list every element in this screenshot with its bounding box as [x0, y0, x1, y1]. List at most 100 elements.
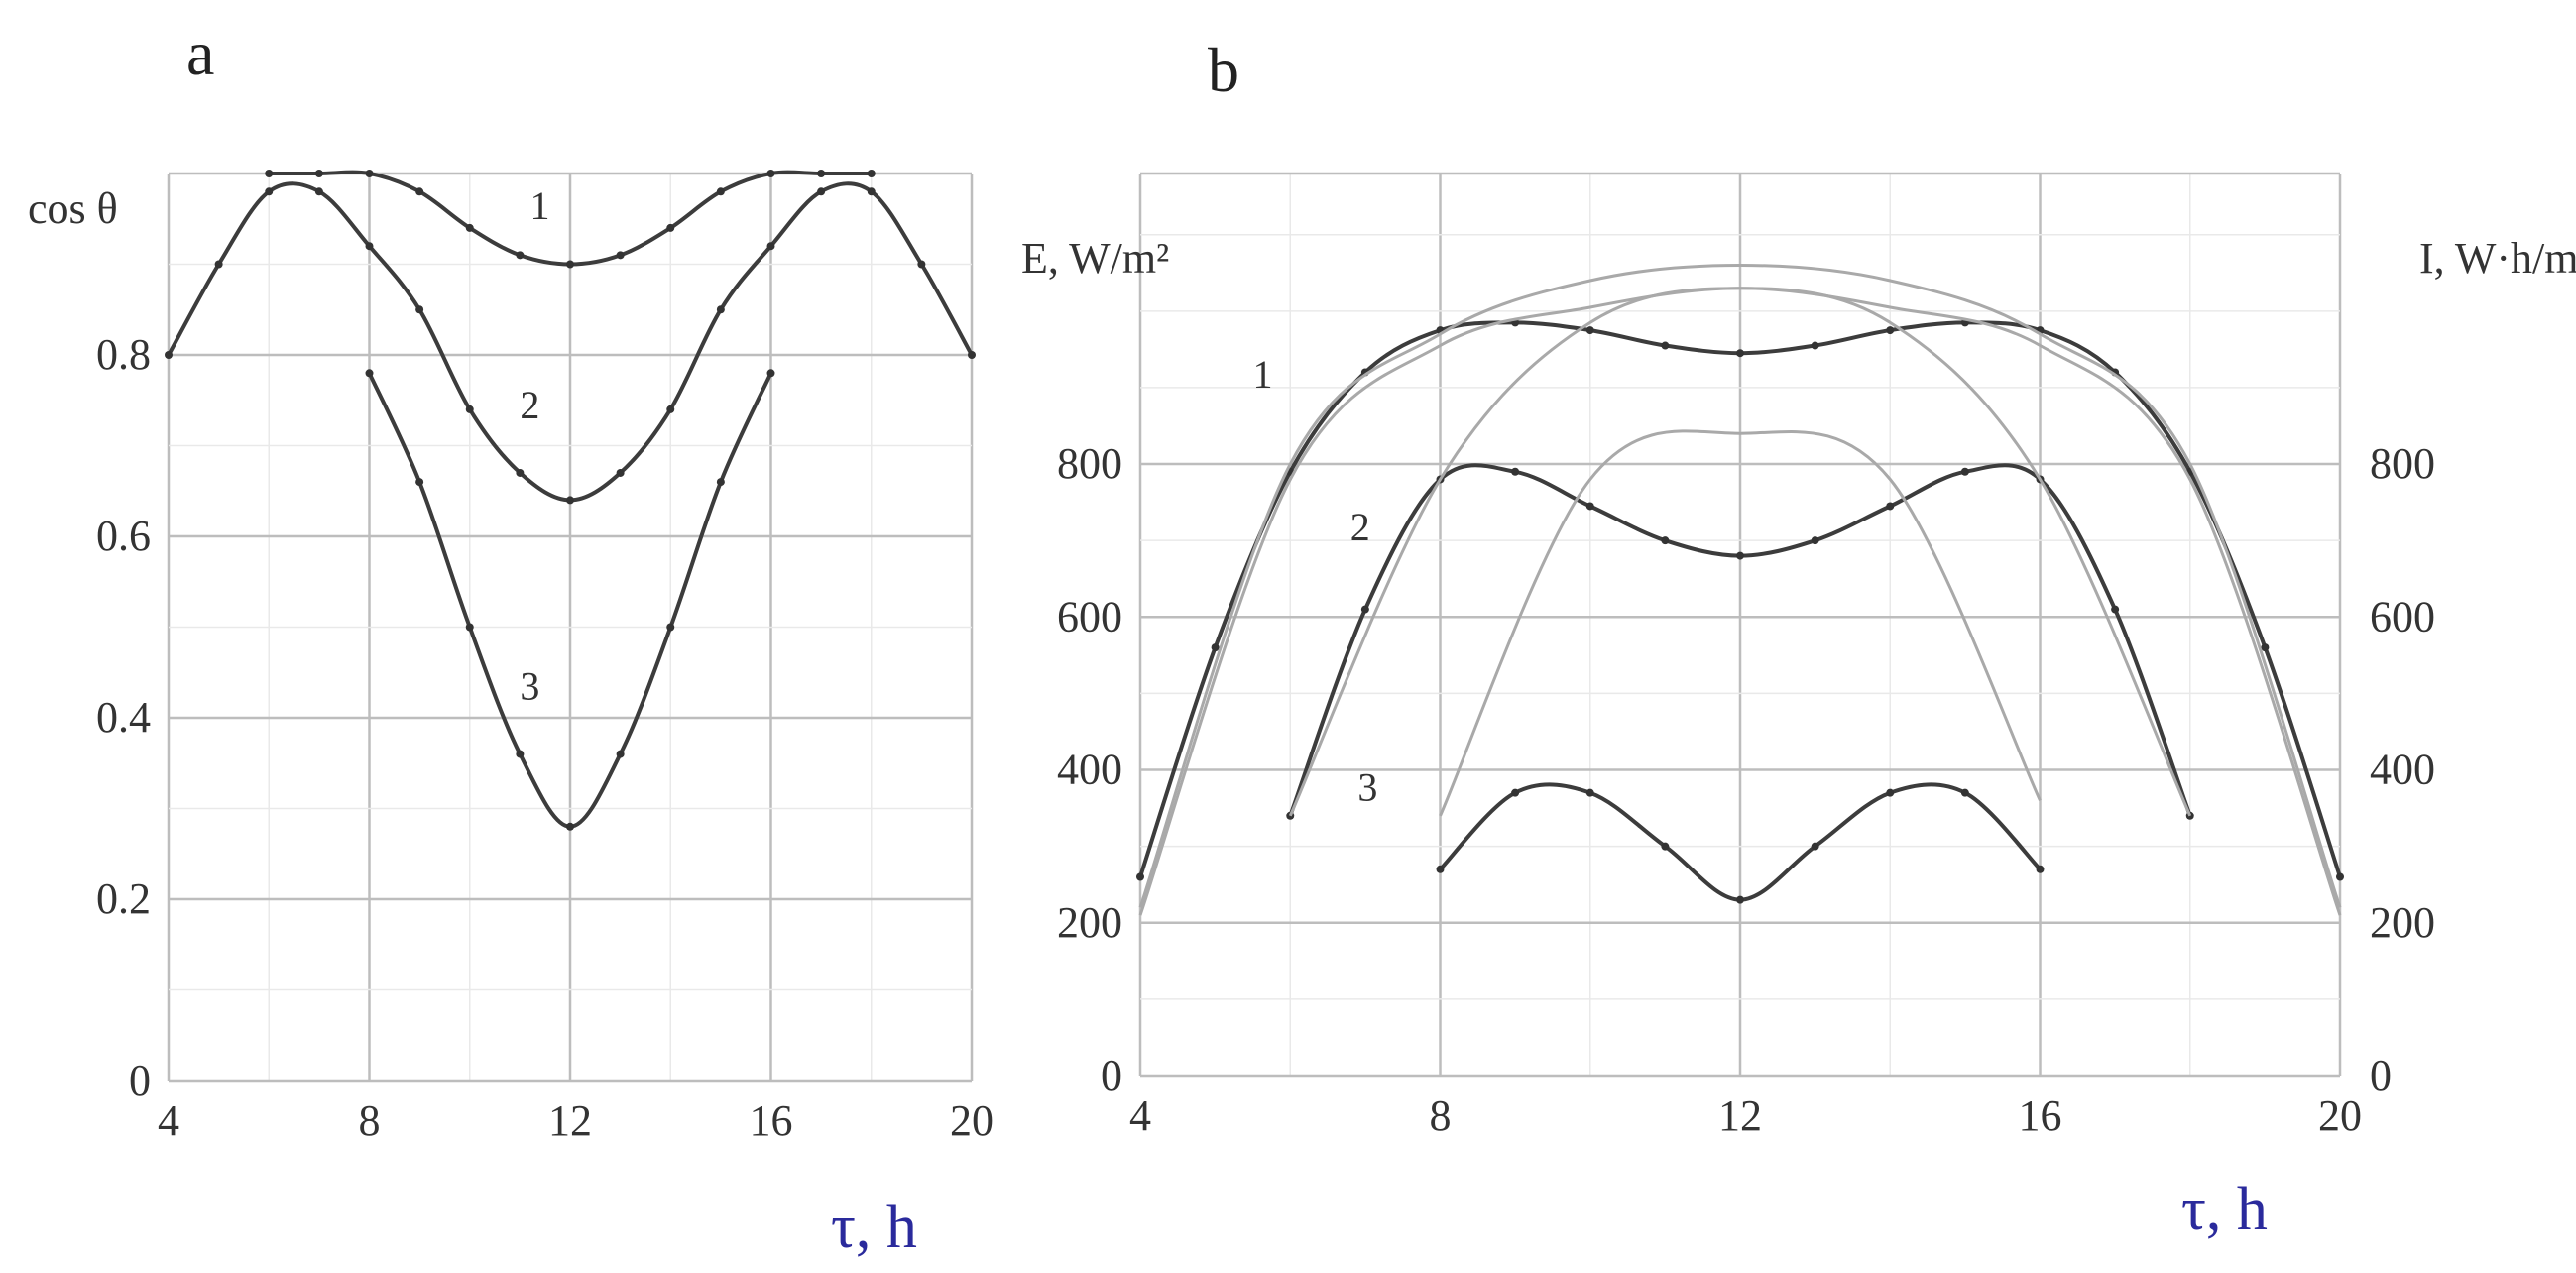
- data-point: [2336, 872, 2344, 881]
- data-point: [616, 251, 625, 260]
- y-tick-label: 0: [1101, 1051, 1122, 1099]
- x-tick-label: 4: [158, 1097, 179, 1145]
- data-point: [616, 468, 625, 477]
- data-point: [716, 305, 725, 314]
- x-tick-label: 16: [2019, 1092, 2062, 1140]
- data-point: [666, 223, 675, 232]
- data-point: [214, 260, 223, 269]
- panel-a-y-axis-label: cos θ: [28, 184, 118, 233]
- data-point: [1811, 341, 1819, 350]
- data-point: [867, 187, 876, 196]
- x-tick-label: 8: [1430, 1092, 1452, 1140]
- data-point: [817, 187, 826, 196]
- data-point: [1661, 341, 1670, 350]
- data-point: [1136, 872, 1144, 881]
- y-tick-label: 0: [129, 1056, 151, 1104]
- series-label: 1: [530, 183, 550, 228]
- data-point: [465, 405, 474, 413]
- y2-tick-label: 800: [2370, 439, 2435, 488]
- y-tick-label: 200: [1057, 898, 1122, 947]
- panel-a-x-axis-label: τ, h: [831, 1194, 917, 1261]
- y-tick-label: 400: [1057, 746, 1122, 794]
- panel-a-grid: [167, 172, 974, 1083]
- data-point: [516, 468, 525, 477]
- data-point: [1585, 502, 1594, 511]
- data-point: [1360, 605, 1369, 614]
- light-series-line: [1288, 287, 2192, 817]
- y2-tick-label: 600: [2370, 592, 2435, 640]
- series-label: 1: [1252, 352, 1272, 397]
- panel-a-series: 1 2 3: [165, 170, 976, 831]
- data-point: [1736, 895, 1744, 904]
- y2-tick-label: 0: [2370, 1051, 2392, 1099]
- x-tick-label: 4: [1129, 1092, 1151, 1140]
- data-point: [1436, 865, 1445, 873]
- data-point: [465, 623, 474, 632]
- data-point: [766, 170, 775, 177]
- x-tick-label: 8: [359, 1097, 381, 1145]
- data-point: [917, 260, 926, 269]
- data-point: [265, 187, 274, 196]
- data-point: [1811, 536, 1819, 545]
- data-point: [1585, 326, 1594, 335]
- data-point: [415, 478, 424, 487]
- data-point: [716, 187, 725, 196]
- data-point: [1960, 788, 1969, 797]
- data-point: [415, 187, 424, 196]
- data-point: [1886, 502, 1895, 511]
- data-point: [415, 305, 424, 314]
- data-point: [1736, 551, 1744, 560]
- data-point: [1811, 842, 1819, 851]
- x-tick-label: 20: [950, 1097, 994, 1145]
- data-point: [666, 405, 675, 413]
- data-point: [566, 496, 574, 505]
- y-tick-label: 800: [1057, 439, 1122, 488]
- data-point: [1736, 349, 1744, 358]
- y2-tick-label: 400: [2370, 746, 2435, 794]
- data-point: [766, 242, 775, 251]
- data-point: [666, 623, 675, 632]
- data-point: [566, 260, 574, 269]
- x-tick-label: 16: [750, 1097, 793, 1145]
- y2-tick-label: 200: [2370, 898, 2435, 947]
- data-point: [1886, 326, 1895, 335]
- data-point: [1886, 788, 1895, 797]
- data-point: [1960, 467, 1969, 476]
- data-point: [2261, 643, 2270, 652]
- light-series-line: [1439, 429, 2042, 817]
- y-tick-label: 0.2: [96, 874, 151, 923]
- data-point: [1661, 842, 1670, 851]
- data-point: [516, 750, 525, 758]
- panel-a-ticks: 4 8 12 16 20 0 0.2 0.4 0.6 0.8: [96, 330, 994, 1145]
- x-tick-label: 12: [548, 1097, 592, 1145]
- data-point: [566, 822, 574, 831]
- x-tick-label: 12: [1718, 1092, 1762, 1140]
- panel-b-series: 1 2 3: [1136, 263, 2344, 916]
- data-point: [365, 369, 374, 378]
- x-tick-label: 20: [2318, 1092, 2362, 1140]
- data-point: [365, 170, 374, 177]
- y-tick-label: 0.4: [96, 693, 151, 742]
- data-point: [968, 351, 976, 359]
- panel-b-y2-axis-label: I, W·h/m²: [2419, 234, 2576, 283]
- series-label: 2: [520, 383, 539, 427]
- panel-b-x-axis-label: τ, h: [2181, 1176, 2268, 1243]
- y-tick-label: 0.6: [96, 512, 151, 560]
- panel-a-label: a: [186, 18, 214, 88]
- series-label: 3: [1357, 764, 1377, 809]
- data-point: [516, 251, 525, 260]
- panel-b-y-axis-label: E, W/m²: [1021, 234, 1169, 283]
- y-tick-label: 0.8: [96, 330, 151, 379]
- light-series-line: [1138, 263, 2342, 908]
- data-point: [2111, 605, 2120, 614]
- data-point: [716, 478, 725, 487]
- y-tick-label: 600: [1057, 592, 1122, 640]
- data-point: [766, 369, 775, 378]
- data-point: [1511, 788, 1520, 797]
- data-point: [616, 750, 625, 758]
- data-point: [365, 242, 374, 251]
